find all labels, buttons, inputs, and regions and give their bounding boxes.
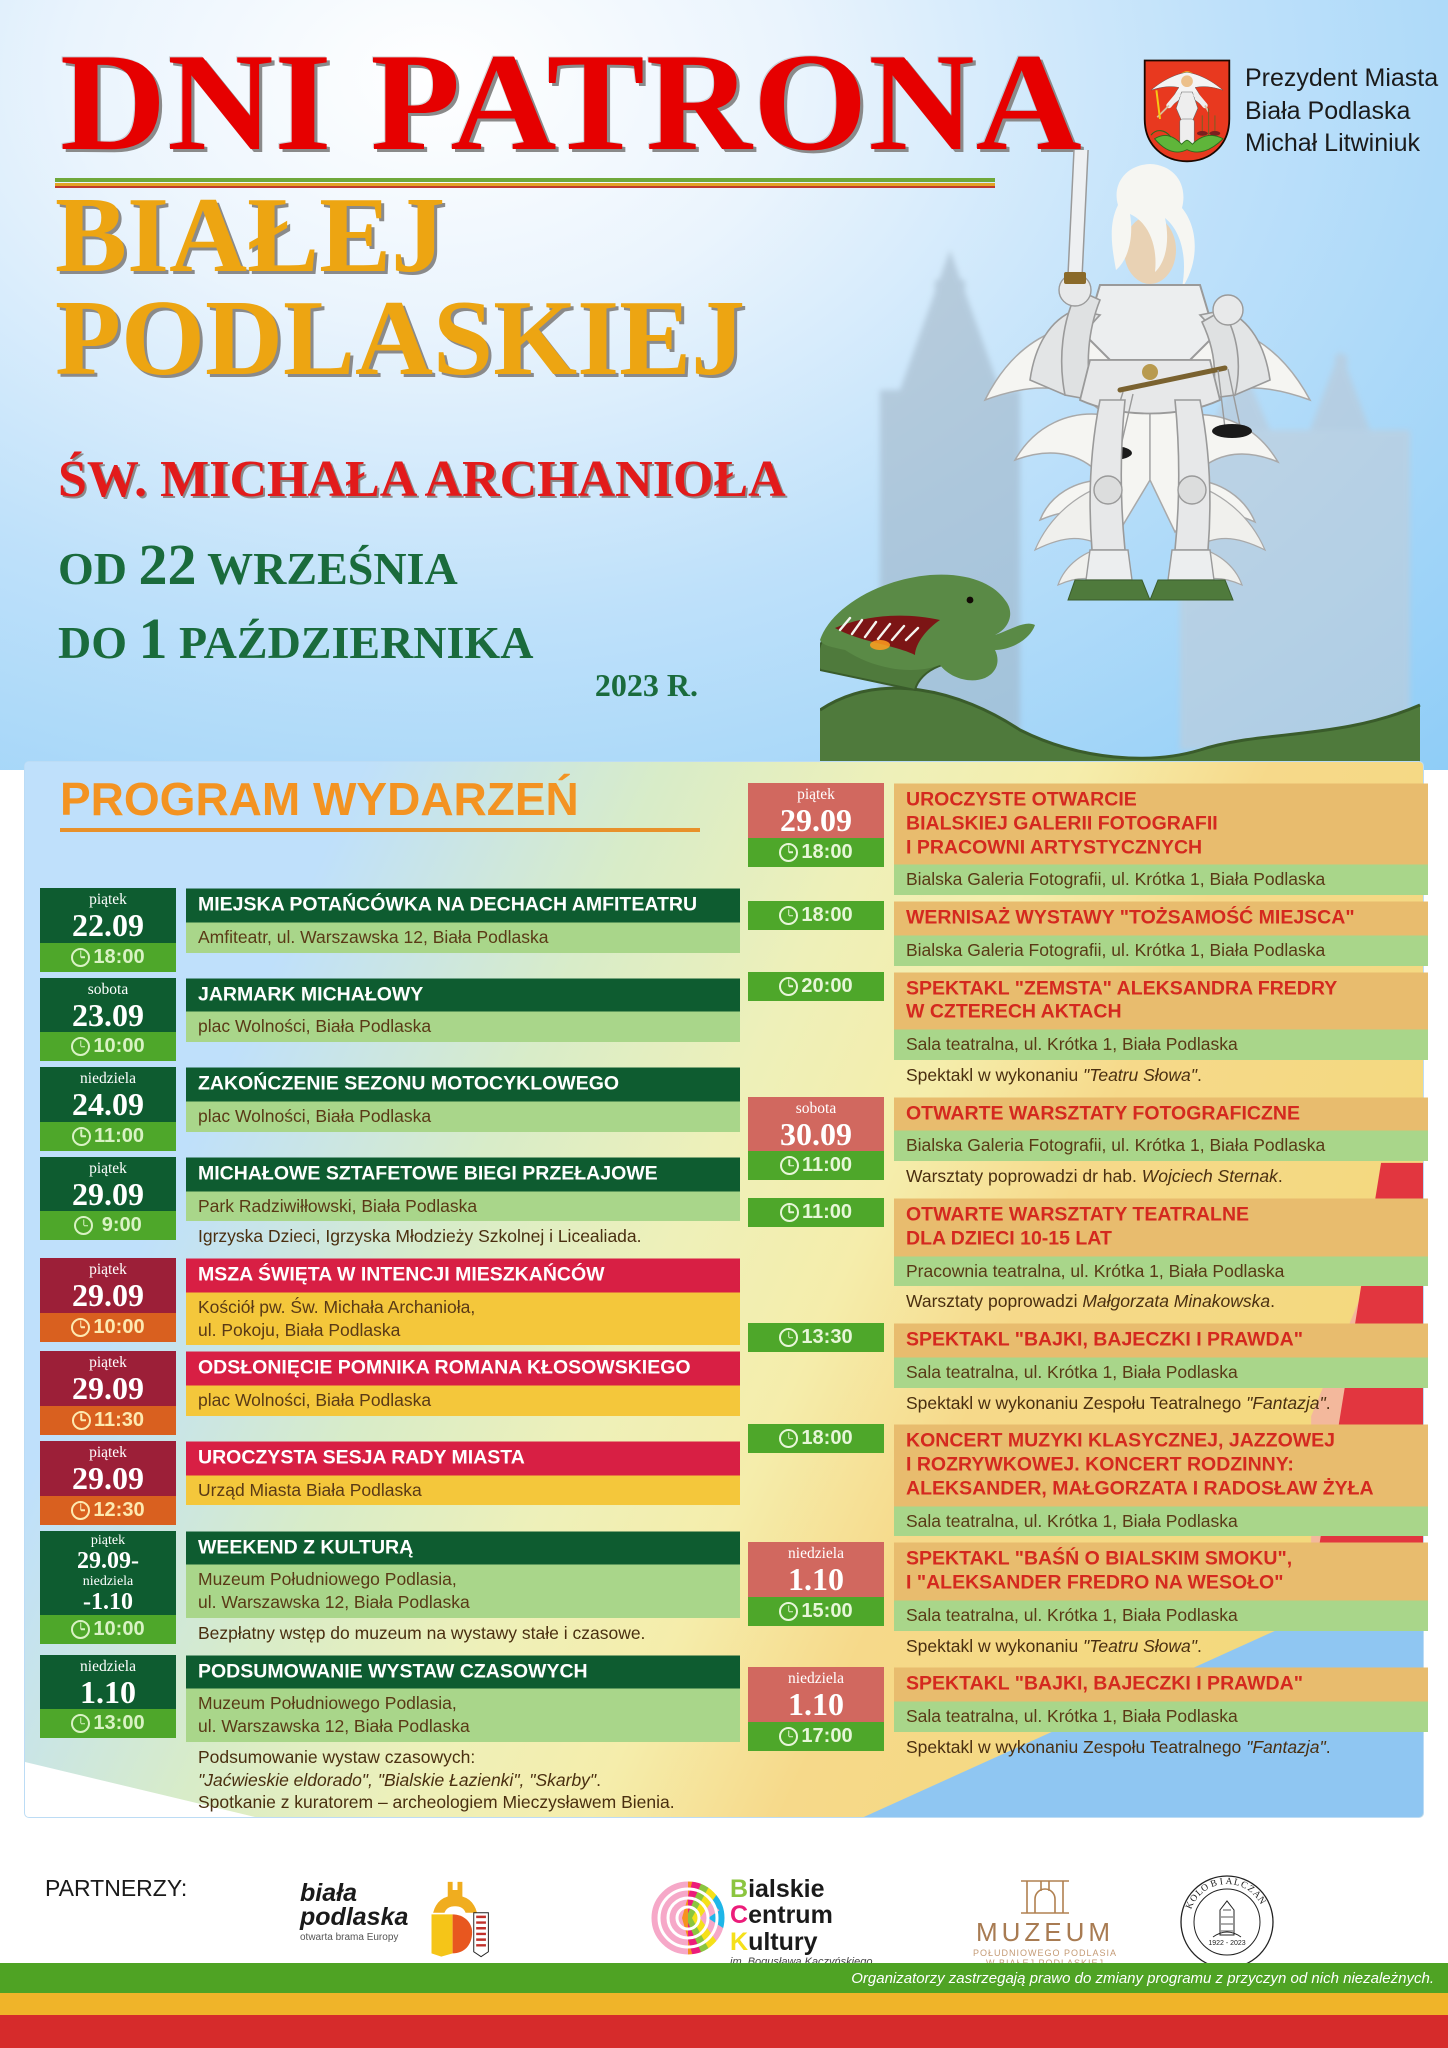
svg-text:1922 - 2023: 1922 - 2023 bbox=[1208, 1940, 1245, 1947]
svg-text:A: A bbox=[1225, 1877, 1233, 1887]
svg-text:B: B bbox=[1209, 1878, 1218, 1890]
svg-text:I: I bbox=[1219, 1877, 1224, 1887]
